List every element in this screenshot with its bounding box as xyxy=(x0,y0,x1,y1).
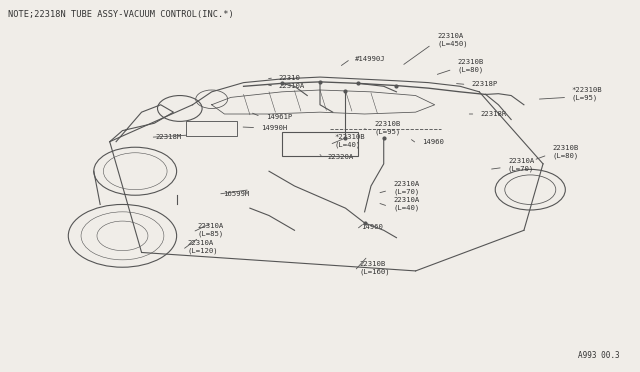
Text: #14990J: #14990J xyxy=(355,56,386,62)
Text: *22310B
(L=40): *22310B (L=40) xyxy=(334,134,365,148)
Text: 14960: 14960 xyxy=(362,224,383,230)
Text: 22310B
(L=80): 22310B (L=80) xyxy=(552,145,579,159)
Text: 22318P: 22318P xyxy=(472,81,498,87)
Text: 22310B
(L=80): 22310B (L=80) xyxy=(457,59,483,73)
Text: 16599M: 16599M xyxy=(223,191,250,197)
Text: 22310A
(L=85): 22310A (L=85) xyxy=(198,222,224,237)
Bar xyxy=(282,132,358,157)
Text: 22310: 22310 xyxy=(278,75,300,81)
Text: 22310A: 22310A xyxy=(278,83,305,89)
Text: 22310A
(L=450): 22310A (L=450) xyxy=(438,33,468,47)
Text: 22318R: 22318R xyxy=(481,111,507,117)
Text: 22310A
(L=70): 22310A (L=70) xyxy=(508,158,534,171)
Text: 22310B
(L=95): 22310B (L=95) xyxy=(374,121,401,135)
Text: 14961P: 14961P xyxy=(266,113,292,119)
Text: A993 00.3: A993 00.3 xyxy=(578,351,620,360)
Text: 22318M: 22318M xyxy=(156,134,182,140)
Text: 22310A
(L=70): 22310A (L=70) xyxy=(394,181,420,195)
Text: 14960: 14960 xyxy=(422,140,444,145)
Bar xyxy=(186,121,237,136)
Text: NOTE;22318N TUBE ASSY-VACUUM CONTROL(INC.*): NOTE;22318N TUBE ASSY-VACUUM CONTROL(INC… xyxy=(8,10,234,19)
Text: 22310B
(L=160): 22310B (L=160) xyxy=(360,261,390,275)
Text: *22310B
(L=95): *22310B (L=95) xyxy=(572,87,602,102)
Text: 22310A
(L=40): 22310A (L=40) xyxy=(394,197,420,211)
Text: 14990H: 14990H xyxy=(261,125,287,131)
Text: 22320A: 22320A xyxy=(328,154,354,160)
Text: 22310A
(L=120): 22310A (L=120) xyxy=(188,240,218,254)
